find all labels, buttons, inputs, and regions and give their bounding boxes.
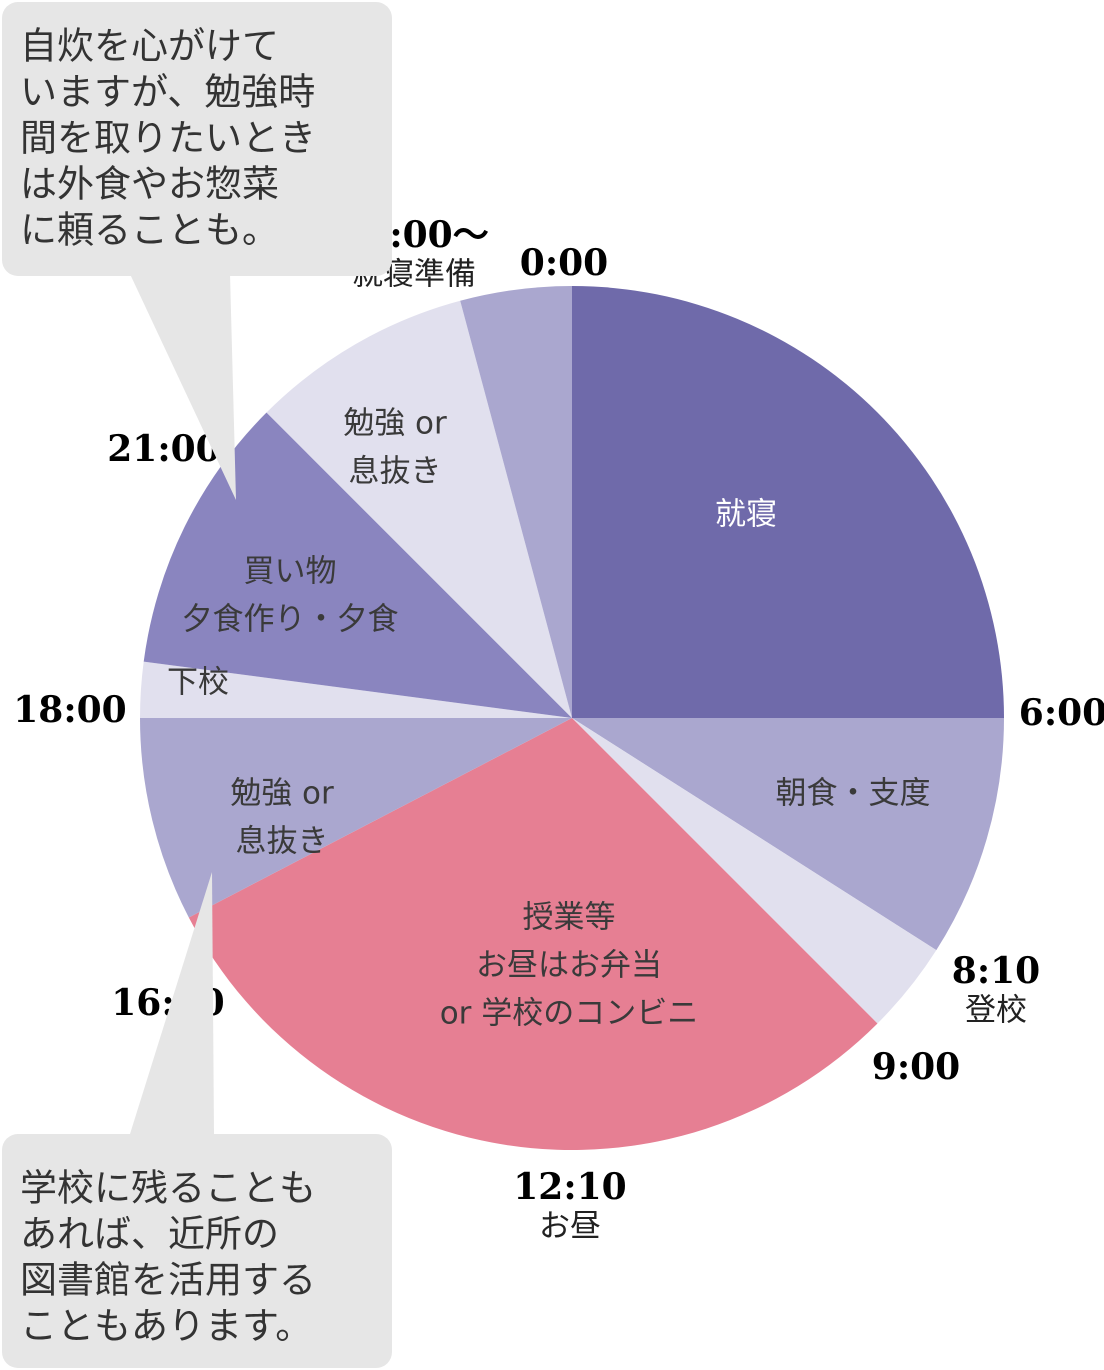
pie-slice-label: 息抜き bbox=[236, 824, 329, 860]
time-sub-label: 登校 bbox=[965, 993, 1027, 1029]
callout-text-line: 間を取りたいとき bbox=[20, 117, 316, 160]
pie-slice-label: or 学校のコンビニ bbox=[440, 996, 699, 1032]
callout-text-line: 図書館を活用する bbox=[20, 1259, 316, 1302]
pie-slice-label: 就寝 bbox=[715, 497, 777, 533]
time-sub-label: お昼 bbox=[539, 1209, 601, 1245]
pie-slice-label: お昼はお弁当 bbox=[476, 948, 662, 984]
callout-text-line: 学校に残ることも bbox=[20, 1167, 316, 1210]
callout-pointer bbox=[130, 274, 236, 500]
callout-box bbox=[2, 2, 392, 276]
pie-slice-8 bbox=[460, 286, 572, 718]
pie-slice-5 bbox=[140, 661, 572, 718]
callout-text-line: 自炊を心がけて bbox=[20, 25, 279, 68]
pie-slice-0 bbox=[572, 286, 1004, 718]
callout-text-line: は外食やお惣菜 bbox=[20, 163, 279, 206]
time-label: 21:00 bbox=[107, 428, 220, 470]
callout-text-line: に頼ることも。 bbox=[20, 209, 279, 252]
callouts: 自炊を心がけていますが、勉強時間を取りたいときは外食やお惣菜に頼ることも。学校に… bbox=[2, 2, 392, 1368]
pie-slice-2 bbox=[572, 718, 937, 1024]
pie-slice-3 bbox=[188, 718, 878, 1150]
pie-slice-label: 授業等 bbox=[523, 900, 616, 936]
pie-slice-label: 勉強 or bbox=[230, 776, 334, 812]
time-label: 0:00 bbox=[520, 242, 608, 284]
callout-text-line: いますが、勉強時 bbox=[20, 71, 315, 114]
callout-pointer bbox=[130, 872, 214, 1134]
pie-slices bbox=[140, 286, 1004, 1150]
time-label: 18:00 bbox=[13, 689, 126, 731]
time-label: 6:00 bbox=[1019, 692, 1104, 734]
pie-slice-6 bbox=[143, 412, 572, 718]
pie-slice-4 bbox=[140, 718, 572, 918]
pie-slice-label: 夕食作り・夕食 bbox=[182, 602, 399, 638]
time-label: 12:10 bbox=[513, 1166, 626, 1208]
callout-text-line: こともあります。 bbox=[20, 1305, 312, 1348]
pie-slice-label: 息抜き bbox=[349, 454, 442, 490]
pie-slice-1 bbox=[572, 718, 1004, 951]
time-label: 8:10 bbox=[952, 950, 1040, 992]
pie-slice-7 bbox=[266, 300, 572, 718]
pie-slice-label: 下校 bbox=[167, 665, 229, 701]
pie-slice-label: 買い物 bbox=[244, 554, 337, 590]
callout-box bbox=[2, 1134, 392, 1368]
pie-slice-label: 朝食・支度 bbox=[776, 776, 931, 812]
pie-slice-label: 勉強 or bbox=[343, 406, 447, 442]
time-label: 9:00 bbox=[872, 1046, 960, 1088]
callout-text-line: あれば、近所の bbox=[20, 1213, 279, 1256]
